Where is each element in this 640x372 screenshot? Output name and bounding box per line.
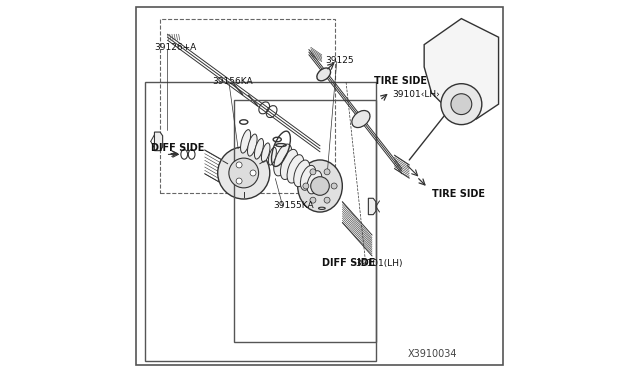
- Text: 39101‹LH›: 39101‹LH›: [392, 90, 440, 99]
- Ellipse shape: [352, 110, 370, 128]
- Bar: [145, 82, 376, 361]
- Ellipse shape: [274, 144, 292, 176]
- Ellipse shape: [248, 134, 257, 156]
- Ellipse shape: [298, 160, 342, 212]
- Circle shape: [451, 94, 472, 115]
- Ellipse shape: [307, 171, 322, 194]
- Ellipse shape: [317, 68, 331, 81]
- Text: TIRE SIDE: TIRE SIDE: [431, 189, 484, 199]
- Circle shape: [236, 178, 242, 184]
- Text: 39126+A: 39126+A: [154, 43, 196, 52]
- Text: X3910034: X3910034: [408, 349, 458, 359]
- Circle shape: [310, 197, 316, 203]
- Ellipse shape: [261, 143, 270, 162]
- Text: 39155KA: 39155KA: [273, 201, 314, 210]
- Text: 39156KA: 39156KA: [212, 77, 253, 86]
- Circle shape: [324, 197, 330, 203]
- Ellipse shape: [280, 150, 298, 179]
- Polygon shape: [369, 198, 376, 215]
- Circle shape: [441, 84, 482, 125]
- Circle shape: [236, 162, 242, 168]
- Ellipse shape: [294, 160, 310, 187]
- Circle shape: [250, 170, 256, 176]
- Bar: [234, 100, 376, 342]
- Ellipse shape: [300, 166, 316, 190]
- Circle shape: [229, 158, 259, 188]
- Polygon shape: [154, 132, 163, 151]
- Text: DIFF SIDE: DIFF SIDE: [322, 258, 375, 268]
- Circle shape: [303, 183, 309, 189]
- Ellipse shape: [241, 129, 251, 153]
- Ellipse shape: [218, 147, 270, 199]
- Circle shape: [324, 169, 330, 175]
- Text: TIRE SIDE: TIRE SIDE: [374, 76, 427, 86]
- Text: 39101(LH): 39101(LH): [355, 259, 403, 268]
- Polygon shape: [424, 19, 499, 119]
- Ellipse shape: [255, 138, 264, 159]
- Text: DIFF SIDE: DIFF SIDE: [151, 142, 204, 153]
- Ellipse shape: [287, 155, 304, 183]
- Text: 39125: 39125: [326, 56, 354, 65]
- Circle shape: [310, 177, 330, 195]
- Ellipse shape: [268, 147, 276, 165]
- Bar: [160, 19, 335, 193]
- Circle shape: [310, 169, 316, 175]
- Circle shape: [331, 183, 337, 189]
